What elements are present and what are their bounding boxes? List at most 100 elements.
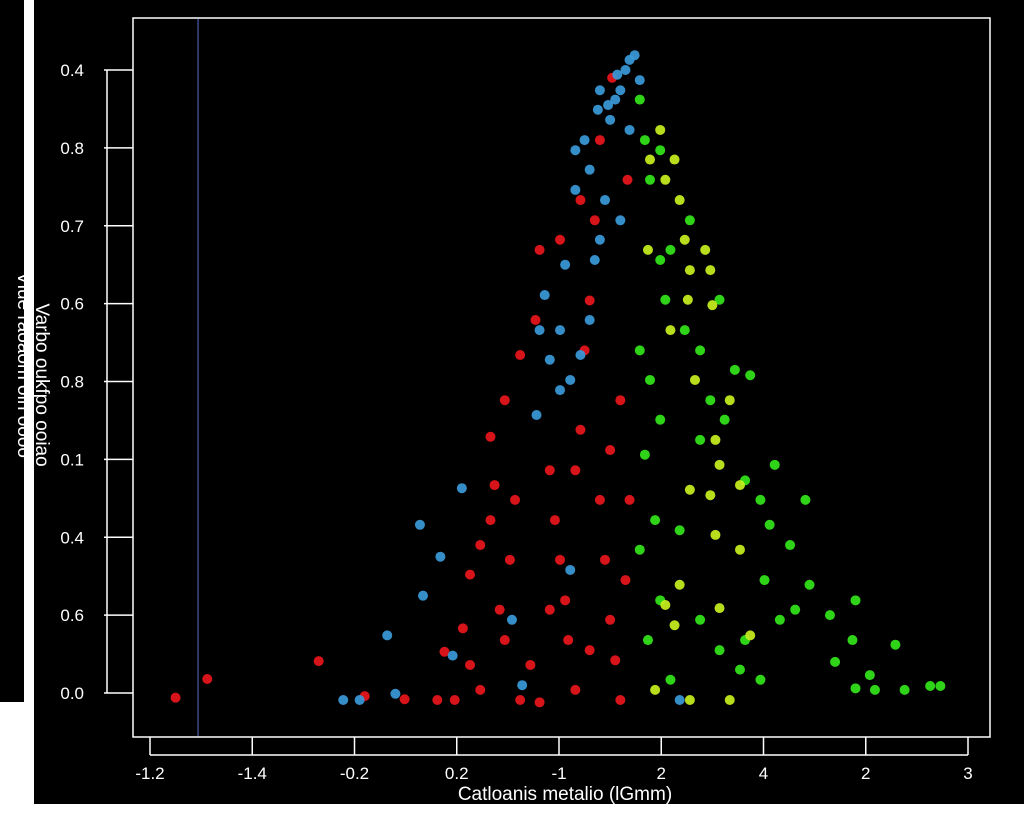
data-point-green — [864, 670, 875, 681]
x-tick-label: -1.4 — [238, 764, 267, 783]
data-point-blue — [603, 100, 614, 111]
data-point-yellow — [642, 244, 653, 255]
data-point-blue — [447, 650, 458, 661]
data-point-yellow — [645, 154, 656, 165]
data-point-green — [824, 610, 835, 621]
data-point-red — [515, 695, 526, 706]
data-point-green — [645, 174, 656, 185]
data-point-blue — [382, 630, 393, 641]
data-point-red — [544, 604, 555, 615]
data-point-green — [634, 345, 645, 356]
data-point-red — [530, 314, 541, 325]
data-point-green — [759, 575, 770, 586]
data-point-yellow — [705, 265, 716, 276]
series-blue — [338, 50, 685, 706]
data-point-yellow — [710, 529, 721, 540]
data-point-yellow — [684, 484, 695, 495]
data-point-blue — [624, 124, 635, 135]
data-point-green — [935, 680, 946, 691]
data-point-yellow — [734, 544, 745, 555]
data-point-green — [714, 294, 725, 305]
data-point-blue — [390, 688, 401, 699]
data-point-green — [729, 364, 740, 375]
data-point-red — [485, 515, 496, 526]
data-point-yellow — [710, 434, 721, 445]
series-green — [634, 94, 946, 695]
y-tick-label: 0.8 — [60, 139, 84, 158]
data-point-blue — [629, 50, 640, 61]
data-point-red — [504, 554, 515, 565]
x-tick-label: 0.2 — [445, 764, 469, 783]
data-point-blue — [539, 290, 550, 301]
data-point-yellow — [682, 294, 693, 305]
data-point-green — [925, 680, 936, 691]
data-point-green — [714, 645, 725, 656]
data-point-red — [475, 540, 486, 551]
data-point-green — [639, 449, 650, 460]
data-point-blue — [594, 234, 605, 245]
data-point-red — [605, 614, 616, 625]
data-point-green — [850, 683, 861, 694]
data-point-yellow — [707, 300, 718, 311]
data-point-yellow — [660, 600, 671, 611]
data-point-blue — [592, 104, 603, 115]
data-point-green — [655, 414, 666, 425]
data-point-blue — [584, 314, 595, 325]
data-point-red — [600, 554, 611, 565]
data-point-blue — [594, 85, 605, 96]
data-points — [170, 50, 946, 708]
data-point-red — [624, 494, 635, 505]
data-point-blue — [605, 114, 616, 125]
data-point-green — [679, 325, 690, 336]
x-tick-label: -0.2 — [340, 764, 369, 783]
data-point-blue — [634, 75, 645, 86]
data-point-blue — [615, 85, 626, 96]
data-point-yellow — [700, 244, 711, 255]
data-point-red — [457, 623, 468, 634]
data-point-blue — [579, 135, 590, 146]
y-tick-label: 0.0 — [60, 684, 84, 703]
data-point-blue — [570, 145, 581, 156]
series-yellow — [642, 124, 756, 706]
data-point-yellow — [745, 630, 756, 641]
data-point-blue — [544, 354, 555, 365]
data-point-yellow — [689, 374, 700, 385]
data-point-blue — [517, 680, 528, 691]
data-point-yellow — [714, 459, 725, 470]
data-point-red — [615, 395, 626, 406]
x-tick-label: -1.2 — [135, 764, 164, 783]
data-point-red — [605, 445, 616, 456]
data-point-blue — [600, 195, 611, 206]
data-point-green — [642, 635, 653, 646]
y-tick-label: 0.7 — [60, 217, 84, 236]
left-margin-strip — [0, 0, 24, 702]
data-point-red — [485, 431, 496, 442]
data-point-green — [850, 595, 861, 606]
data-point-green — [830, 656, 841, 667]
data-point-red — [534, 244, 545, 255]
data-point-red — [575, 424, 586, 435]
data-point-green — [684, 215, 695, 226]
y-tick-label: 0.4 — [60, 528, 84, 547]
x-axis-label: Catloanis metalio (lGmm) — [458, 784, 672, 805]
data-point-yellow — [684, 265, 695, 276]
data-point-yellow — [684, 695, 695, 706]
data-point-red — [589, 215, 600, 226]
y-axis: 0.0 0.6 0.4 0.1 0.8 0.6 0.7 0.8 0.4 — [60, 61, 133, 703]
data-point-blue — [589, 255, 600, 266]
y-tick-label: 0.6 — [60, 295, 84, 314]
chart-background — [34, 0, 1024, 804]
data-point-red — [534, 697, 545, 708]
data-point-red — [620, 575, 631, 586]
data-point-red — [594, 494, 605, 505]
y-axis-label-inner: Varbo oukfpo ooiao — [31, 303, 52, 466]
data-point-green — [755, 494, 766, 505]
data-point-green — [804, 579, 815, 590]
data-point-red — [439, 646, 450, 657]
data-point-blue — [610, 94, 621, 105]
data-point-green — [695, 614, 706, 625]
data-point-green — [800, 494, 811, 505]
data-point-red — [515, 350, 526, 361]
data-point-yellow — [674, 579, 685, 590]
